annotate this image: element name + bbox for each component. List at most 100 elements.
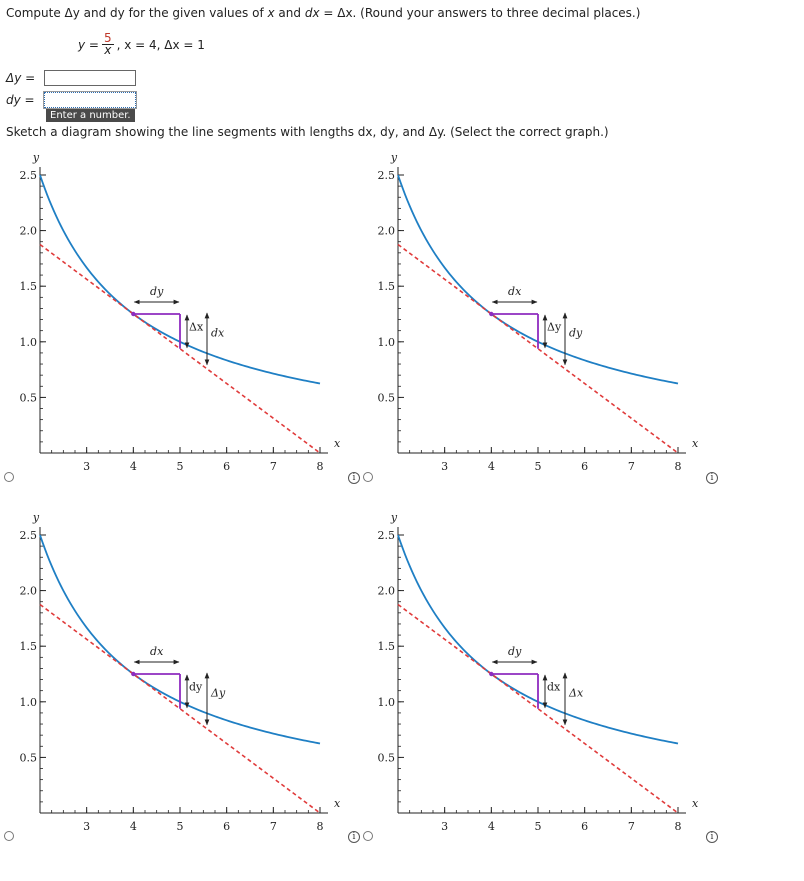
tangent-line xyxy=(397,603,679,814)
x-tick-label: 3 xyxy=(441,820,448,833)
fraction-denominator: x xyxy=(104,43,112,57)
tangent-line xyxy=(39,603,321,814)
dy-row: dy = xyxy=(6,91,137,109)
delta-y-row: Δy = xyxy=(6,70,136,86)
x-tick-label: 5 xyxy=(535,820,542,833)
horizontal-segment-label: dx xyxy=(150,645,164,658)
x-tick-label: 6 xyxy=(223,460,230,473)
x-tick-label: 7 xyxy=(628,460,635,473)
tangent-point xyxy=(489,671,494,677)
graph-option-3: 3 4 5 6 7 8 0.5 1.0 1.5 2.0 2.5 x y dx dy Δy xyxy=(20,511,342,833)
y-tick-label: 0.5 xyxy=(378,391,396,404)
y-tick-label: 1.5 xyxy=(378,280,396,293)
y-tick-label: 1.0 xyxy=(20,336,38,349)
x-tick-label: 5 xyxy=(177,460,184,473)
x-tick-label: 6 xyxy=(581,820,588,833)
graph-4-info-icon[interactable]: i xyxy=(706,831,718,843)
y-tick-label: 2.0 xyxy=(20,585,38,598)
x-tick-label: 8 xyxy=(317,460,324,473)
x-tick-label: 3 xyxy=(83,460,90,473)
y-tick-label: 1.5 xyxy=(20,280,38,293)
y-tick-label: 2.5 xyxy=(20,529,38,542)
x-axis-label: x xyxy=(692,797,699,810)
function-fraction: 5 x xyxy=(101,31,114,57)
function-label: y = xyxy=(78,37,99,52)
y-tick-label: 1.5 xyxy=(378,640,396,653)
x-tick-label: 4 xyxy=(488,460,495,473)
y-tick-label: 2.0 xyxy=(378,585,396,598)
horizontal-segment-label: dy xyxy=(508,645,522,658)
horizontal-segment-label: dx xyxy=(508,285,522,298)
y-tick-label: 2.5 xyxy=(378,529,396,542)
x-axis-label: x xyxy=(692,437,699,450)
x-tick-label: 6 xyxy=(581,460,588,473)
y-tick-label: 2.0 xyxy=(20,225,38,238)
curve-line xyxy=(39,174,321,385)
outer-vertical-label: Δy xyxy=(210,686,226,699)
curve-line xyxy=(39,534,321,745)
inner-vertical-label: Δx xyxy=(189,320,204,333)
x-tick-label: 7 xyxy=(270,460,277,473)
graph-1-info-icon[interactable]: i xyxy=(348,472,360,484)
outer-vertical-label: dx xyxy=(211,326,225,339)
input-tooltip: Enter a number. xyxy=(46,109,135,122)
outer-vertical-label: Δx xyxy=(568,686,584,699)
question-text: Compute Δy and dy for the given values o… xyxy=(6,6,641,20)
delta-y-label: Δy xyxy=(6,71,22,85)
y-tick-label: 1.0 xyxy=(378,696,396,709)
graph-3-radio-button[interactable] xyxy=(4,831,14,841)
y-tick-label: 1.0 xyxy=(378,336,396,349)
outer-vertical-label: dy xyxy=(569,326,583,339)
tangent-point xyxy=(489,311,494,317)
y-tick-label: 2.5 xyxy=(20,169,38,182)
x-tick-label: 5 xyxy=(177,820,184,833)
x-tick-label: 8 xyxy=(675,820,682,833)
inner-vertical-label: dx xyxy=(547,680,561,693)
graph-1-radio-button[interactable] xyxy=(4,472,14,482)
graph-4-radio-button[interactable] xyxy=(363,831,373,841)
graph-option-1: 3 4 5 6 7 8 0.5 1.0 1.5 2.0 2.5 x y dy Δx dx xyxy=(20,151,342,473)
curve-line xyxy=(397,534,679,745)
y-tick-label: 1.0 xyxy=(20,696,38,709)
tangent-line xyxy=(397,243,679,454)
x-tick-label: 8 xyxy=(317,820,324,833)
tangent-point xyxy=(131,311,136,317)
inner-vertical-label: dy xyxy=(189,680,203,693)
instruction-text: Sketch a diagram showing the line segmen… xyxy=(6,125,609,139)
y-axis-label: y xyxy=(390,151,398,164)
y-axis-label: y xyxy=(390,511,398,524)
y-tick-label: 0.5 xyxy=(20,391,38,404)
fraction-numerator: 5 xyxy=(101,31,114,45)
horizontal-segment-label: dy xyxy=(150,285,164,298)
y-tick-label: 2.0 xyxy=(378,225,396,238)
x-tick-label: 3 xyxy=(83,820,90,833)
graph-3-info-icon[interactable]: i xyxy=(348,831,360,843)
y-tick-label: 0.5 xyxy=(20,751,38,764)
y-axis-label: y xyxy=(32,511,40,524)
given-function: y = 5 x , x = 4, Δx = 1 xyxy=(78,31,205,57)
graph-2-info-icon[interactable]: i xyxy=(706,472,718,484)
graph-2-radio-button[interactable] xyxy=(363,472,373,482)
y-tick-label: 1.5 xyxy=(20,640,38,653)
x-tick-label: 8 xyxy=(675,460,682,473)
curve-line xyxy=(397,174,679,385)
tangent-line xyxy=(39,243,321,454)
x-tick-label: 4 xyxy=(130,820,137,833)
x-tick-label: 4 xyxy=(130,460,137,473)
x-tick-label: 4 xyxy=(488,820,495,833)
inner-vertical-label: Δy xyxy=(547,320,562,333)
y-axis-label: y xyxy=(32,151,40,164)
graph-option-2: 3 4 5 6 7 8 0.5 1.0 1.5 2.0 2.5 x y dx Δy dy xyxy=(378,151,700,473)
y-tick-label: 2.5 xyxy=(378,169,396,182)
x-tick-label: 7 xyxy=(270,820,277,833)
dy-label: dy xyxy=(6,93,21,107)
given-values: , x = 4, Δx = 1 xyxy=(116,37,205,52)
graph-option-4: 3 4 5 6 7 8 0.5 1.0 1.5 2.0 2.5 x y dy dx Δx xyxy=(378,511,700,833)
x-tick-label: 7 xyxy=(628,820,635,833)
x-tick-label: 5 xyxy=(535,460,542,473)
delta-y-input[interactable] xyxy=(44,70,136,86)
x-tick-label: 6 xyxy=(223,820,230,833)
tangent-point xyxy=(131,671,136,677)
x-tick-label: 3 xyxy=(441,460,448,473)
dy-input[interactable] xyxy=(43,91,137,109)
